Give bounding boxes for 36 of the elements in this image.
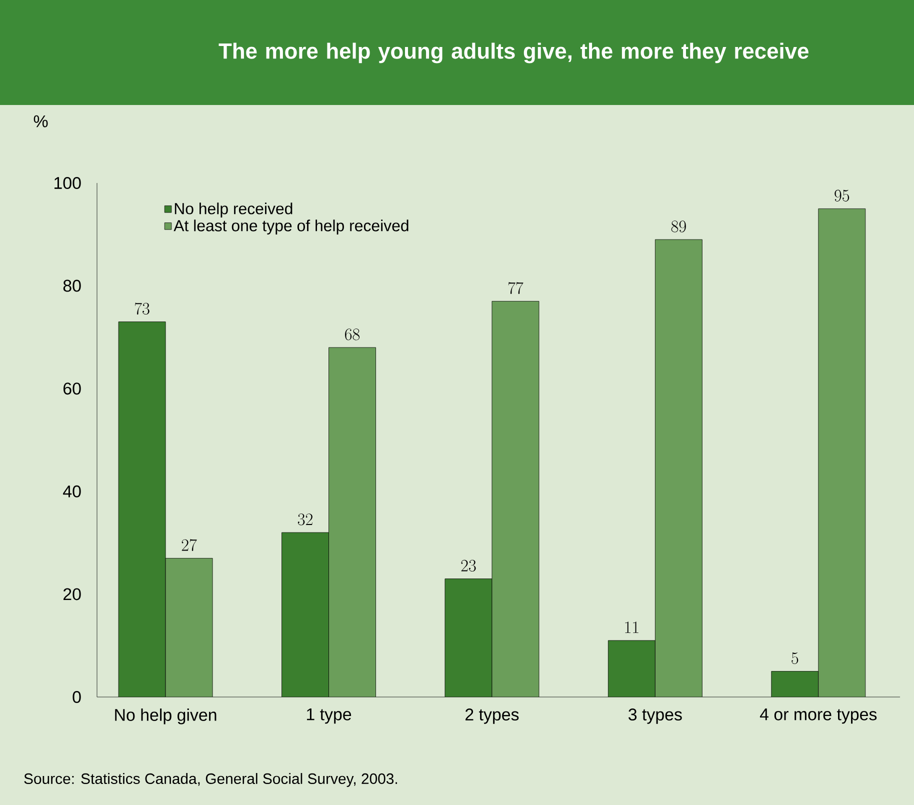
x-tick-label: 1 type — [306, 708, 352, 724]
chart-title: The more help young adults give, the more they receive — [218, 42, 808, 64]
y-tick-label: 80 — [63, 280, 81, 292]
bar — [444, 578, 492, 697]
data-label: 5 — [792, 652, 798, 664]
bar — [771, 671, 819, 697]
y-tick-label: 0 — [72, 691, 81, 703]
x-tick-label: 3 types — [628, 708, 682, 724]
bar — [492, 301, 539, 697]
bar — [655, 240, 702, 697]
data-label: 27 — [182, 539, 197, 551]
data-label: 32 — [298, 514, 312, 526]
y-axis-title: % — [34, 115, 48, 128]
y-tick-label: 100 — [54, 176, 81, 189]
bar — [282, 532, 329, 697]
y-tick-label: 40 — [63, 485, 81, 498]
data-label: 23 — [461, 560, 476, 572]
source-note: Source: Statistics Canada, General Social Survey, 2003. — [24, 773, 397, 787]
y-tick-label: 20 — [64, 588, 81, 600]
y-tick-label: 60 — [64, 382, 81, 395]
data-label: 11 — [625, 622, 638, 633]
legend-label: No help received — [174, 202, 292, 218]
data-label: 68 — [345, 328, 360, 340]
bar — [818, 208, 866, 697]
data-label: 73 — [134, 302, 150, 315]
data-label: 95 — [834, 190, 850, 202]
x-tick-label: No help given — [115, 708, 216, 724]
bar — [166, 558, 213, 697]
legend-label: At least one type of help received — [174, 220, 408, 234]
bar — [118, 322, 166, 697]
data-label: 77 — [508, 282, 524, 294]
x-tick-label: 4 or more types — [760, 708, 877, 724]
x-tick-label: 2 types — [466, 708, 519, 724]
data-label: 89 — [671, 220, 686, 232]
bar — [328, 347, 376, 697]
bar — [608, 640, 656, 697]
